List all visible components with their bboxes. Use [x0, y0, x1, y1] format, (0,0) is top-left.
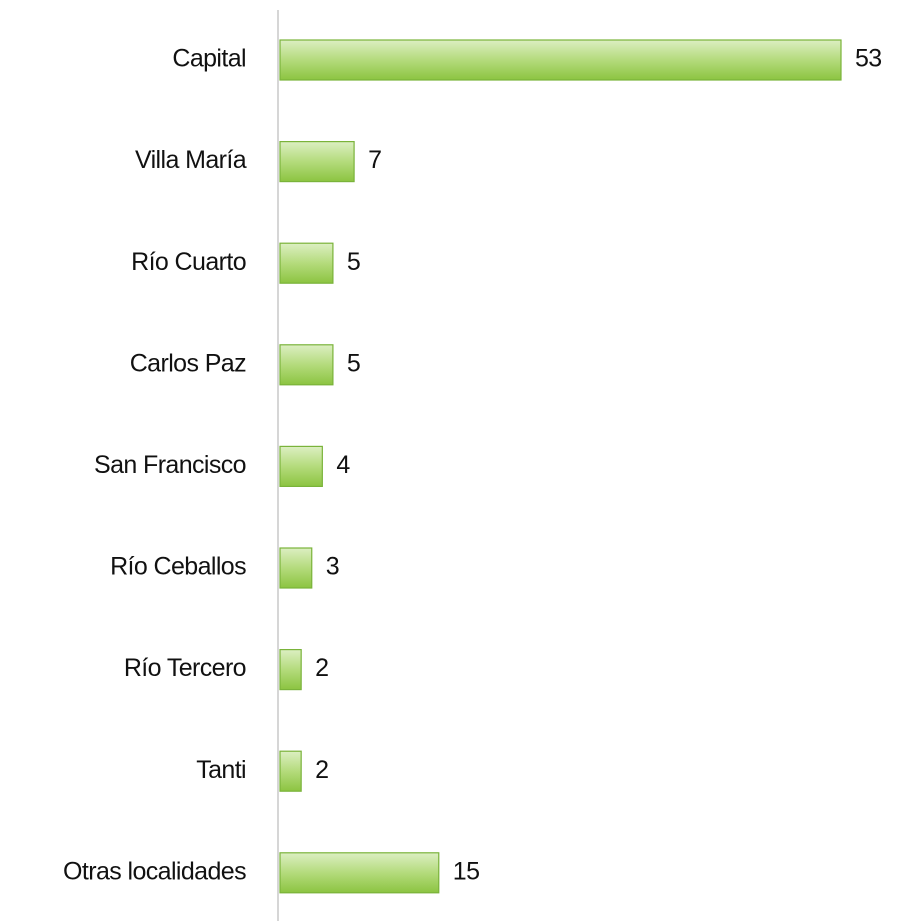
value-label: 3 [326, 553, 339, 581]
value-label: 4 [336, 451, 350, 479]
value-label: 15 [453, 857, 480, 885]
value-label: 2 [315, 756, 328, 784]
value-label: 2 [315, 654, 328, 682]
category-label: Río Cuarto [131, 248, 246, 276]
bar [279, 547, 313, 589]
category-label: San Francisco [94, 451, 246, 479]
value-label: 5 [347, 349, 360, 377]
bar [279, 445, 323, 487]
bar [279, 648, 302, 691]
bar [279, 750, 302, 792]
category-label: Villa María [135, 146, 247, 174]
value-label: 53 [855, 45, 882, 73]
value-label: 7 [368, 146, 381, 174]
bar [279, 344, 334, 386]
category-label: Capital [172, 45, 246, 73]
category-label: Carlos Paz [130, 349, 246, 377]
category-label: Río Ceballos [110, 553, 246, 581]
bar [279, 242, 334, 284]
bar [279, 141, 355, 183]
category-label: Río Tercero [124, 654, 246, 682]
value-label: 5 [347, 248, 360, 276]
category-label: Otras localidades [63, 857, 246, 885]
bar [279, 39, 842, 81]
category-label: Tanti [196, 756, 246, 784]
bar [279, 852, 440, 894]
